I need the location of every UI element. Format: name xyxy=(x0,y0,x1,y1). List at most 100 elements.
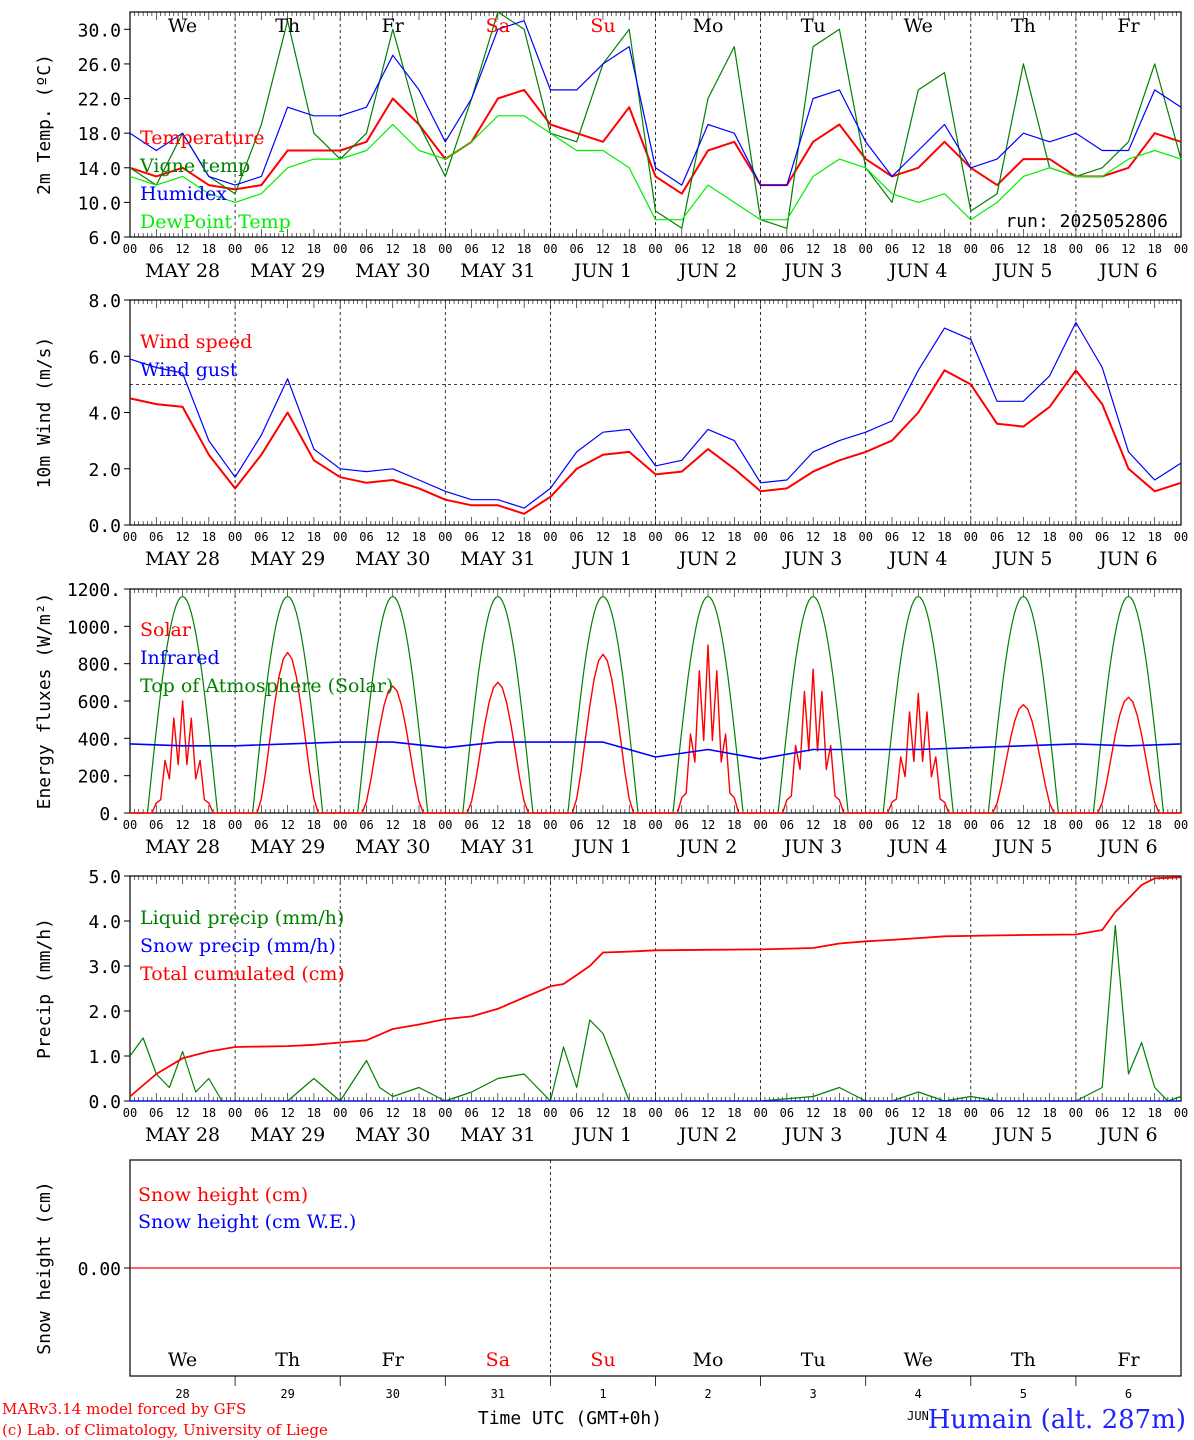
y-tick-label: 3.0 xyxy=(88,957,121,978)
solar-line xyxy=(760,668,866,814)
day-label: JUN 2 xyxy=(677,836,737,858)
hour-tick-label: 06 xyxy=(569,530,583,544)
hour-tick-label: 06 xyxy=(1095,1106,1109,1120)
hour-tick-label: 12 xyxy=(1121,818,1135,832)
legend-entry: Snow precip (mm/h) xyxy=(140,935,336,957)
hour-tick-label: 00 xyxy=(1069,1106,1083,1120)
hour-tick-label: 12 xyxy=(701,1106,715,1120)
hour-tick-label: 12 xyxy=(491,242,505,256)
series-line xyxy=(129,20,1182,186)
infrared-line xyxy=(129,741,1182,760)
hour-tick-label: 12 xyxy=(806,1106,820,1120)
day-label: JUN 2 xyxy=(677,260,737,282)
hour-tick-label: 12 xyxy=(280,1106,294,1120)
hour-tick-label: 06 xyxy=(885,530,899,544)
hour-tick-label: 12 xyxy=(280,818,294,832)
toa-solar-line xyxy=(340,595,446,814)
hour-tick-label: 12 xyxy=(701,242,715,256)
hour-tick-label: 00 xyxy=(543,530,557,544)
hour-tick-label: 00 xyxy=(438,242,452,256)
plot-frame xyxy=(129,588,1182,814)
panel-4: 00 06 12 18 00 06 12 18 00 06 12 18 00 06 12 18 00 06 12 18… xyxy=(34,867,1188,1146)
plot-frame xyxy=(129,11,1182,238)
hour-tick-label: 00 xyxy=(648,530,662,544)
hour-tick-label: 00 xyxy=(123,530,137,544)
day-label: JUN 3 xyxy=(782,548,842,570)
hour-tick-label: 12 xyxy=(806,530,820,544)
hour-tick-label: 00 xyxy=(543,242,557,256)
solar-line xyxy=(1075,696,1181,814)
hour-tick-label: 18 xyxy=(937,242,951,256)
hour-tick-label: 18 xyxy=(622,242,636,256)
series-line xyxy=(129,876,1182,1098)
legend-entry: Solar xyxy=(140,619,192,641)
hour-tick-label: 00 xyxy=(438,1106,452,1120)
weekday-label: Fr xyxy=(382,1349,405,1371)
hour-tick-label: 12 xyxy=(491,1106,505,1120)
hour-tick-label: 12 xyxy=(701,530,715,544)
hour-tick-label: 06 xyxy=(149,530,163,544)
hour-tick-label: 12 xyxy=(806,242,820,256)
y-axis-title: 10m Wind (m/s) xyxy=(34,337,55,489)
hour-tick-label: 06 xyxy=(675,1106,689,1120)
hour-tick-label: 18 xyxy=(202,242,216,256)
day-label: JUN 3 xyxy=(782,1124,842,1146)
hour-tick-label: 00 xyxy=(123,242,137,256)
hour-tick-label: 18 xyxy=(1042,530,1056,544)
hour-tick-label: 12 xyxy=(911,530,925,544)
hour-tick-label: 06 xyxy=(254,1106,268,1120)
hour-tick-label: 12 xyxy=(1121,1106,1135,1120)
hour-tick-label: 18 xyxy=(1042,1106,1056,1120)
y-tick-label: 18.0 xyxy=(78,124,121,145)
model-credit: MARv3.14 model forced by GFS xyxy=(2,1400,246,1418)
hour-tick-label: 18 xyxy=(307,818,321,832)
toa-solar-line xyxy=(550,595,656,814)
hour-tick-label: 12 xyxy=(1121,242,1135,256)
weekday-label: Tu xyxy=(801,1349,826,1371)
day-label: JUN 6 xyxy=(1097,548,1157,570)
hour-tick-label: 12 xyxy=(175,818,189,832)
panel-1: 00 06 12 18 00 06 12 18 00 06 12 18 00 06 12 18 00 06 12 18… xyxy=(34,11,1188,282)
hour-tick-label: 00 xyxy=(1174,242,1188,256)
hour-tick-label: 06 xyxy=(885,1106,899,1120)
day-label: MAY 28 xyxy=(145,260,220,282)
hour-tick-label: 00 xyxy=(858,530,872,544)
hour-tick-label: 18 xyxy=(202,818,216,832)
hour-tick-label: 00 xyxy=(964,530,978,544)
hour-tick-label: 12 xyxy=(1016,1106,1030,1120)
weekday-label: Th xyxy=(275,15,300,37)
legend-entry: Liquid precip (mm/h) xyxy=(140,907,344,929)
day-label: JUN 1 xyxy=(572,548,632,570)
y-tick-label: 6.0 xyxy=(88,347,121,368)
month-under-label: JUN xyxy=(907,1409,929,1423)
hour-tick-label: 00 xyxy=(228,242,242,256)
hour-tick-label: 00 xyxy=(228,1106,242,1120)
hour-tick-label: 18 xyxy=(517,242,531,256)
hour-tick-label: 06 xyxy=(359,242,373,256)
hour-tick-label: 12 xyxy=(1016,530,1030,544)
hour-tick-label: 12 xyxy=(596,818,610,832)
toa-solar-line xyxy=(1075,595,1181,814)
hour-tick-label: 12 xyxy=(175,1106,189,1120)
hour-tick-label: 06 xyxy=(990,1106,1004,1120)
hour-tick-label: 12 xyxy=(386,818,400,832)
weekday-label: We xyxy=(904,1349,933,1371)
weekday-label: Th xyxy=(1011,1349,1036,1371)
hour-tick-label: 06 xyxy=(149,1106,163,1120)
hour-tick-label: 12 xyxy=(596,530,610,544)
day-label: MAY 31 xyxy=(460,260,535,282)
hour-tick-label: 06 xyxy=(675,242,689,256)
hour-tick-label: 06 xyxy=(464,530,478,544)
solar-line xyxy=(235,651,341,814)
hour-tick-label: 12 xyxy=(280,530,294,544)
hour-tick-label: 12 xyxy=(1121,530,1135,544)
y-axis-title: Precip (mm/h) xyxy=(34,918,55,1059)
y-axis-title: 2m Temp. (ºC) xyxy=(34,54,55,195)
hour-tick-label: 18 xyxy=(307,530,321,544)
day-label: MAY 30 xyxy=(355,836,430,858)
hour-tick-label: 00 xyxy=(333,530,347,544)
hour-tick-label: 18 xyxy=(832,1106,846,1120)
series-line xyxy=(129,115,1182,221)
solar-line xyxy=(655,644,761,814)
hour-tick-label: 00 xyxy=(1069,530,1083,544)
